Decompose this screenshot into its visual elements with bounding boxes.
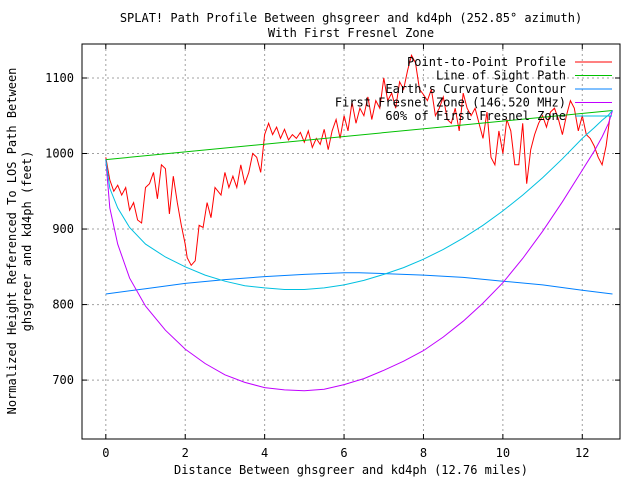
x-tick-label: 12	[575, 446, 589, 460]
grid-layer	[82, 44, 620, 439]
x-tick-label: 2	[182, 446, 189, 460]
y-tick-label: 1000	[45, 147, 74, 161]
series-line-earth-s-curvature-contour	[105, 272, 613, 295]
legend-label-earth-s-curvature-contour: Earth's Curvature Contour	[385, 82, 566, 96]
y-axis-label-line-1: Normalized Height Referenced To LOS Path…	[5, 68, 19, 415]
x-tick-label: 4	[261, 446, 268, 460]
tick-layer: 0 2 4 6 8 10 12 700 800 900 1000 1100	[45, 44, 620, 460]
x-axis-label: Distance Between ghsgreer and kd4ph (12.…	[174, 463, 528, 477]
legend-label-point-to-point-profile: Point-to-Point Profile	[407, 55, 566, 69]
plot-frame	[81, 43, 621, 440]
series-line-60-of-first-fresnel-zone	[105, 110, 613, 290]
series-line-line-of-sight-path	[105, 110, 613, 161]
legend-label-first-fresnel-zone-146-520-mhz: First Fresnel Zone (146.520 MHz)	[335, 96, 566, 110]
chart-title-line-2: With First Fresnel Zone	[268, 26, 434, 40]
y-tick-label: 800	[52, 298, 74, 312]
series-line-first-fresnel-zone-146-520-mhz	[105, 110, 613, 392]
x-tick-label: 6	[340, 446, 347, 460]
series-layer	[105, 53, 613, 392]
x-tick-label: 10	[496, 446, 510, 460]
legend-label-line-of-sight-path: Line of Sight Path	[436, 69, 566, 83]
y-tick-label: 900	[52, 222, 74, 236]
chart-title-line-1: SPLAT! Path Profile Between ghsgreer and…	[120, 11, 582, 25]
y-axis-label-line-2: ghsgreer and kd4ph (feet)	[20, 151, 34, 332]
x-tick-label: 8	[420, 446, 427, 460]
y-tick-label: 700	[52, 373, 74, 387]
series-line-point-to-point-profile	[105, 53, 611, 267]
x-tick-label: 0	[102, 446, 109, 460]
legend-label-60-of-first-fresnel-zone: 60% of First Fresnel Zone	[385, 109, 566, 123]
y-tick-label: 1100	[45, 71, 74, 85]
